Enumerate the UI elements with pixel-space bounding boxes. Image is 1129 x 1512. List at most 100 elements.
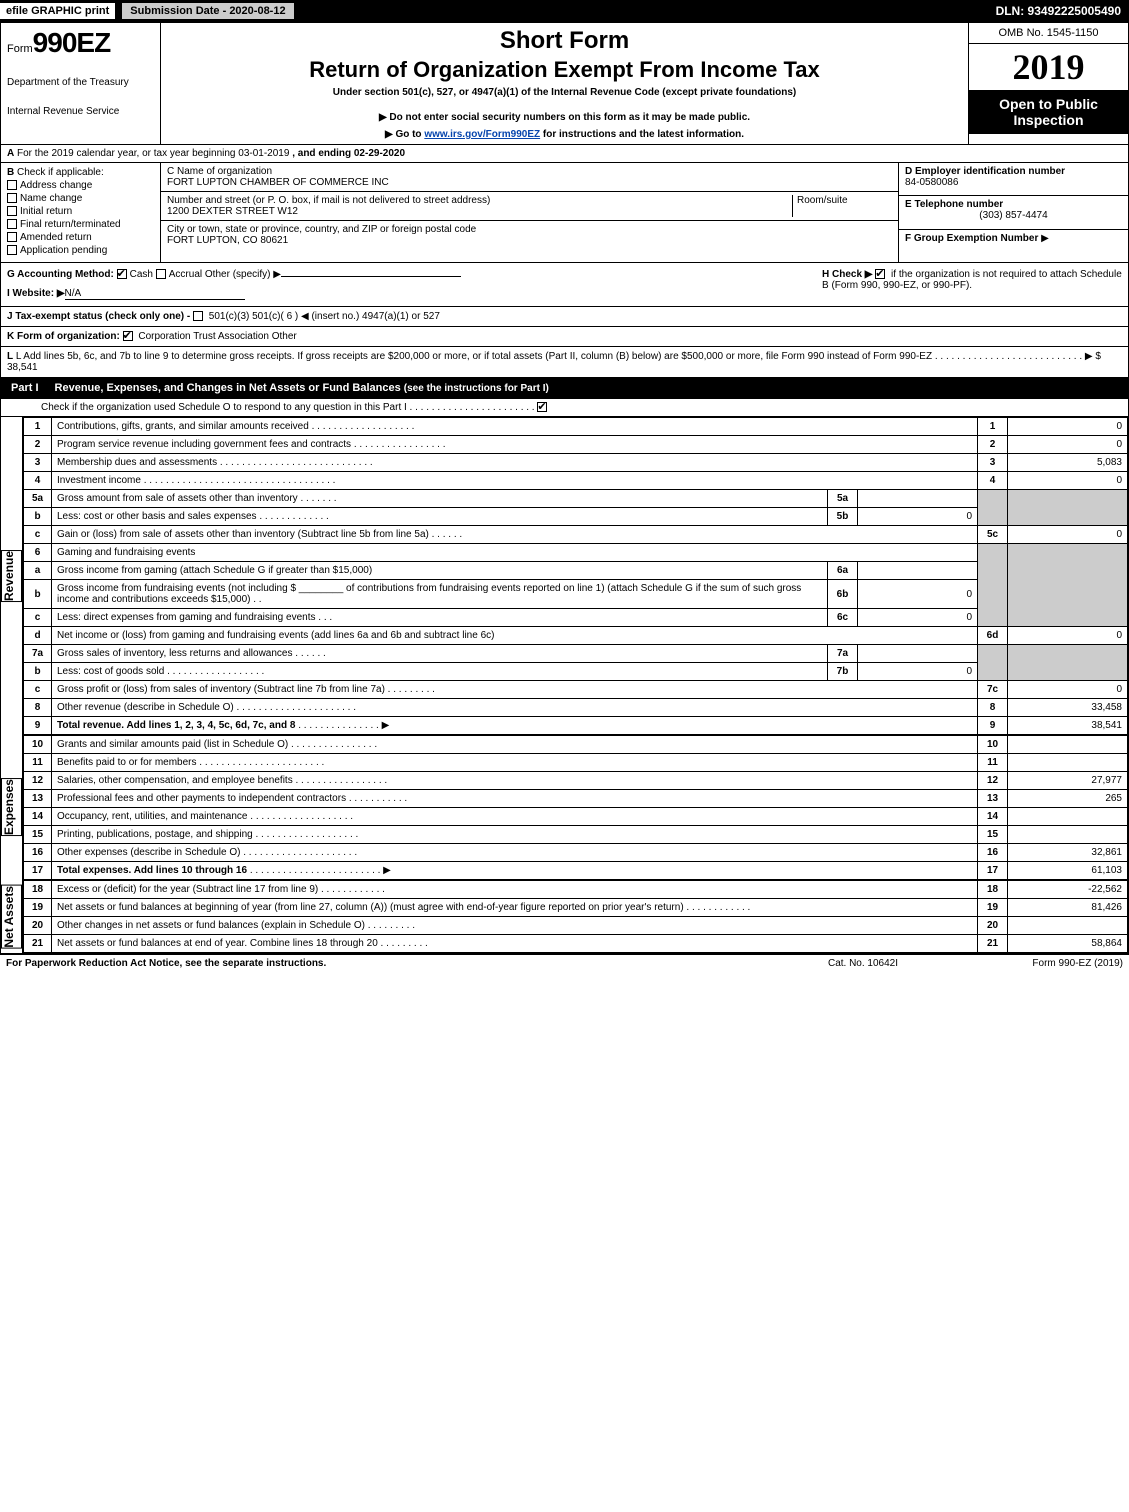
line-6a-val — [858, 562, 978, 580]
room-suite-label: Room/suite — [792, 195, 892, 217]
l-text: L Add lines 5b, 6c, and 7b to line 9 to … — [16, 351, 932, 362]
do-not-enter: ▶ Do not enter social security numbers o… — [169, 112, 960, 123]
tax-year: 2019 — [969, 44, 1128, 90]
city-value: FORT LUPTON, CO 80621 — [167, 235, 892, 246]
f-group: F Group Exemption Number ▶ — [899, 230, 1128, 262]
line-a: A For the 2019 calendar year, or tax yea… — [0, 145, 1129, 163]
line-5b-val: 0 — [858, 508, 978, 526]
line-a-ending: , and ending 02-29-2020 — [292, 148, 405, 159]
return-title: Return of Organization Exempt From Incom… — [169, 57, 960, 83]
netassets-table: 18Excess or (deficit) for the year (Subt… — [23, 880, 1128, 953]
line-21-val: 58,864 — [1008, 935, 1128, 953]
line-11-val — [1008, 754, 1128, 772]
chk-cash[interactable] — [117, 269, 127, 279]
chk-accrual[interactable] — [156, 269, 166, 279]
footer-right: Form 990-EZ (2019) — [963, 958, 1123, 969]
line-6b-val: 0 — [858, 580, 978, 609]
line-5a-val — [858, 490, 978, 508]
other-specify: Other (specify) ▶ — [205, 269, 281, 280]
line-a-text: For the 2019 calendar year, or tax year … — [17, 148, 289, 159]
line-4-val: 0 — [1008, 472, 1128, 490]
header-left: Form990EZ Department of the Treasury Int… — [1, 23, 161, 144]
goto-suffix: for instructions and the latest informat… — [540, 129, 744, 140]
form-number: 990EZ — [33, 27, 111, 58]
short-form-title: Short Form — [169, 27, 960, 55]
check-if-applicable: Check if applicable: — [17, 167, 104, 178]
block-c: C Name of organization FORT LUPTON CHAMB… — [161, 163, 898, 262]
row-k: K Form of organization: Corporation Trus… — [0, 327, 1129, 347]
line-18-val: -22,562 — [1008, 881, 1128, 899]
line-10-val — [1008, 736, 1128, 754]
h-check: H Check ▶ if the organization is not req… — [822, 269, 1122, 300]
chk-final-return[interactable]: Final return/terminated — [7, 219, 154, 230]
line-6c-val: 0 — [858, 609, 978, 627]
f-arrow: ▶ — [1041, 233, 1049, 244]
block-b-to-f: B Check if applicable: Address change Na… — [0, 163, 1129, 263]
expenses-side-label: Expenses — [1, 778, 22, 836]
chk-amended-return[interactable]: Amended return — [7, 232, 154, 243]
under-section: Under section 501(c), 527, or 4947(a)(1)… — [169, 87, 960, 98]
row-j: J Tax-exempt status (check only one) - 5… — [0, 307, 1129, 327]
chk-h[interactable] — [875, 269, 885, 279]
chk-corporation[interactable] — [123, 331, 133, 341]
submission-date: Submission Date - 2020-08-12 — [121, 2, 294, 20]
g-accounting: G Accounting Method: Cash Accrual Other … — [7, 269, 822, 300]
row-g-h: G Accounting Method: Cash Accrual Other … — [0, 263, 1129, 307]
header-right: OMB No. 1545-1150 2019 Open to Public In… — [968, 23, 1128, 144]
chk-address-change[interactable]: Address change — [7, 180, 154, 191]
h-label: H Check ▶ — [822, 269, 872, 280]
expenses-table: 10Grants and similar amounts paid (list … — [23, 735, 1128, 880]
line-20-val — [1008, 917, 1128, 935]
netassets-section: Net Assets 18Excess or (deficit) for the… — [0, 880, 1129, 954]
footer-left: For Paperwork Reduction Act Notice, see … — [6, 958, 763, 969]
chk-schedule-o[interactable] — [537, 402, 547, 412]
dept-irs: Internal Revenue Service — [7, 106, 154, 117]
k-opts: Corporation Trust Association Other — [138, 331, 296, 342]
e-value: (303) 857-4474 — [905, 210, 1122, 221]
revenue-section: Revenue 1Contributions, gifts, grants, a… — [0, 417, 1129, 735]
e-label: E Telephone number — [905, 199, 1003, 210]
j-label: J Tax-exempt status (check only one) - — [7, 311, 190, 322]
part-1-title: Revenue, Expenses, and Changes in Net As… — [49, 380, 555, 396]
c-org-name: FORT LUPTON CHAMBER OF COMMERCE INC — [167, 177, 892, 188]
d-ein: D Employer identification number 84-0580… — [899, 163, 1128, 196]
goto-line: ▶ Go to www.irs.gov/Form990EZ for instru… — [169, 129, 960, 140]
line-2-val: 0 — [1008, 436, 1128, 454]
line-17-val: 61,103 — [1008, 862, 1128, 880]
e-phone: E Telephone number (303) 857-4474 — [899, 196, 1128, 229]
row-l: L L Add lines 5b, 6c, and 7b to line 9 t… — [0, 347, 1129, 378]
line-8-val: 33,458 — [1008, 699, 1128, 717]
line-14-val — [1008, 808, 1128, 826]
chk-initial-return[interactable]: Initial return — [7, 206, 154, 217]
line-7b-val: 0 — [858, 663, 978, 681]
line-5c-val: 0 — [1008, 526, 1128, 544]
goto-link[interactable]: www.irs.gov/Form990EZ — [424, 129, 540, 140]
form-prefix: Form — [7, 43, 33, 55]
k-label: K Form of organization: — [7, 331, 120, 342]
top-bar: efile GRAPHIC print Submission Date - 20… — [0, 0, 1129, 22]
chk-application-pending[interactable]: Application pending — [7, 245, 154, 256]
line-1-val: 0 — [1008, 418, 1128, 436]
c-city-row: City or town, state or province, country… — [161, 221, 898, 249]
line-16-val: 32,861 — [1008, 844, 1128, 862]
line-3-val: 5,083 — [1008, 454, 1128, 472]
g-label: G Accounting Method: — [7, 269, 114, 280]
chk-name-change[interactable]: Name change — [7, 193, 154, 204]
addr-value: 1200 DEXTER STREET W12 — [167, 206, 792, 217]
dept-treasury: Department of the Treasury — [7, 77, 154, 88]
part-1-check: Check if the organization used Schedule … — [0, 399, 1129, 417]
j-opts: 501(c)(3) 501(c)( 6 ) ◀ (insert no.) 494… — [209, 311, 440, 322]
omb-number: OMB No. 1545-1150 — [969, 23, 1128, 44]
part-1-label: Part I — [1, 380, 49, 396]
line-13-val: 265 — [1008, 790, 1128, 808]
open-to-public: Open to Public Inspection — [969, 90, 1128, 134]
addr-label: Number and street (or P. O. box, if mail… — [167, 195, 792, 206]
c-addr-row: Number and street (or P. O. box, if mail… — [161, 192, 898, 221]
f-label: F Group Exemption Number — [905, 233, 1038, 244]
i-website-label: I Website: ▶ — [7, 288, 65, 299]
chk-501c3[interactable] — [193, 311, 203, 321]
d-value: 84-0580086 — [905, 177, 1122, 188]
revenue-side-label: Revenue — [1, 550, 22, 602]
header-center: Short Form Return of Organization Exempt… — [161, 23, 968, 144]
other-underline — [281, 276, 461, 277]
